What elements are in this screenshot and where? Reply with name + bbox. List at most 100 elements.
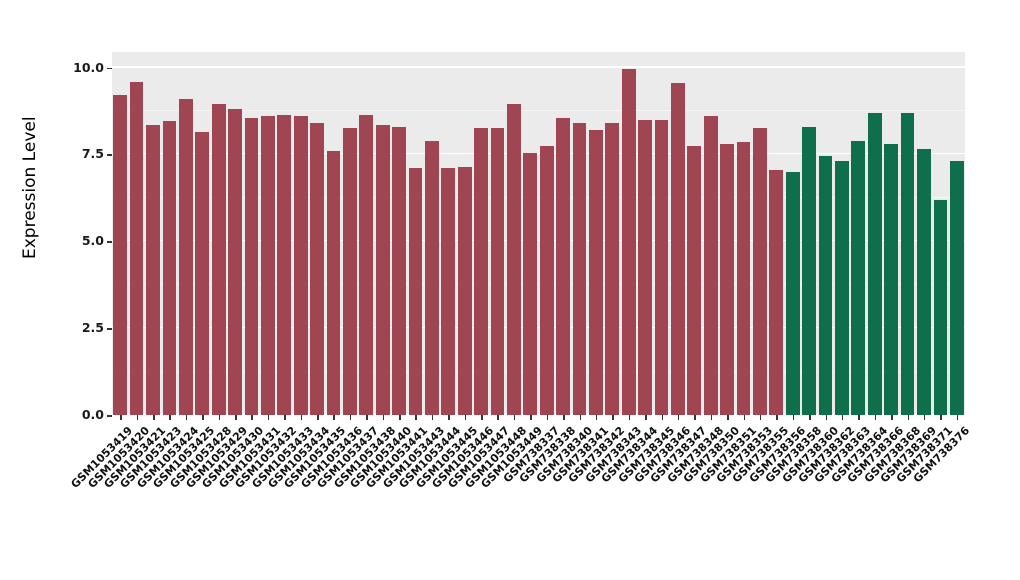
bar-GSM1053437 (359, 114, 374, 415)
x-tick-mark (399, 415, 401, 420)
bar-GSM1053432 (277, 114, 292, 415)
bar-GSM1053420 (129, 81, 144, 415)
y-tick-mark (107, 328, 112, 330)
x-tick-mark (792, 415, 795, 420)
gridline-minor (112, 110, 965, 112)
bar-GSM738363 (851, 140, 866, 415)
x-tick-mark (727, 415, 729, 420)
gridline-major (112, 413, 965, 415)
x-tick-mark (284, 415, 286, 420)
x-tick-mark (317, 415, 319, 420)
bar-GSM1053436 (342, 128, 357, 415)
x-tick-mark (612, 415, 614, 420)
x-tick-mark (185, 415, 188, 420)
x-tick-mark (251, 415, 253, 420)
bar-GSM738338 (556, 118, 570, 415)
bar-GSM738360 (818, 156, 833, 415)
bar-GSM1053445 (457, 166, 472, 415)
x-tick-mark (710, 415, 713, 420)
x-tick-mark (595, 415, 598, 420)
bar-GSM1053421 (146, 124, 160, 415)
bar-GSM1053440 (392, 126, 406, 415)
gridline-major (112, 239, 965, 242)
bar-GSM738341 (589, 130, 603, 415)
x-tick-mark (120, 415, 122, 420)
bar-GSM738356 (785, 171, 800, 415)
gridline-major (112, 152, 965, 155)
y-tick-mark (107, 67, 112, 70)
bar-GSM1053425 (195, 131, 210, 415)
x-tick-mark (956, 415, 959, 420)
x-tick-mark (677, 415, 680, 420)
bar-GSM738362 (835, 161, 849, 415)
gridline-major (112, 326, 965, 329)
bar-GSM738340 (572, 123, 587, 415)
x-tick-mark (825, 415, 828, 420)
x-tick-mark (563, 415, 565, 420)
bar-GSM1053424 (178, 98, 193, 415)
y-tick-mark (107, 154, 112, 156)
x-tick-mark (415, 415, 417, 420)
bar-GSM1053435 (326, 151, 341, 415)
x-tick-mark (940, 415, 942, 420)
x-tick-mark (907, 415, 910, 420)
x-tick-mark (333, 415, 335, 420)
x-tick-mark (169, 415, 171, 420)
bar-GSM738364 (867, 112, 882, 415)
bar-GSM738350 (720, 144, 735, 415)
x-tick-mark (481, 415, 483, 420)
x-tick-mark (809, 415, 811, 420)
bar-GSM1053448 (507, 104, 521, 415)
bar-GSM738371 (933, 199, 948, 415)
bar-GSM1053444 (441, 168, 456, 415)
gridline-minor (112, 196, 965, 198)
x-tick-mark (743, 415, 746, 420)
bar-GSM738337 (539, 145, 554, 415)
gridline-minor (112, 283, 965, 285)
bar-GSM738351 (736, 142, 751, 415)
bar-GSM1053446 (474, 128, 488, 415)
x-tick-mark (202, 415, 204, 420)
bar-GSM1053441 (408, 168, 423, 415)
bar-GSM1053434 (310, 123, 324, 415)
x-tick-mark (858, 415, 860, 420)
x-tick-mark (874, 415, 877, 420)
x-tick-mark (661, 415, 664, 420)
y-tick-label: 0.0 (81, 407, 104, 422)
x-tick-mark (235, 415, 237, 420)
x-tick-mark (645, 415, 647, 420)
bar-GSM738343 (621, 69, 636, 415)
bar-GSM1053449 (523, 152, 538, 415)
bar-GSM738358 (802, 126, 817, 415)
x-tick-mark (628, 415, 631, 420)
bar-GSM1053430 (244, 118, 259, 415)
x-tick-mark (218, 415, 221, 420)
y-tick-label: 2.5 (81, 320, 104, 336)
y-tick-mark (107, 415, 112, 417)
x-tick-mark (530, 415, 532, 420)
y-axis-title: Expression Level (20, 116, 40, 259)
bar-GSM1053428 (211, 104, 226, 415)
bar-GSM1053419 (113, 95, 128, 415)
gridline-minor (112, 370, 965, 372)
bar-GSM738344 (638, 119, 652, 415)
x-tick-mark (153, 415, 155, 420)
x-tick-mark (366, 415, 368, 420)
x-tick-mark (759, 415, 762, 420)
bar-GSM738355 (769, 170, 784, 415)
bar-GSM738376 (949, 161, 964, 415)
x-tick-mark (267, 415, 270, 420)
bar-GSM1053443 (424, 140, 439, 415)
bar-GSM738353 (753, 128, 767, 415)
y-tick-mark (107, 241, 112, 243)
x-tick-mark (464, 415, 467, 420)
bar-GSM1053433 (293, 116, 308, 415)
bar-GSM738342 (605, 123, 620, 415)
bar-GSM738346 (671, 83, 685, 415)
x-tick-mark (136, 415, 139, 420)
bar-GSM1053438 (375, 124, 390, 415)
y-tick-label: 5.0 (81, 233, 104, 249)
x-tick-mark (513, 415, 516, 420)
x-tick-mark (841, 415, 844, 420)
